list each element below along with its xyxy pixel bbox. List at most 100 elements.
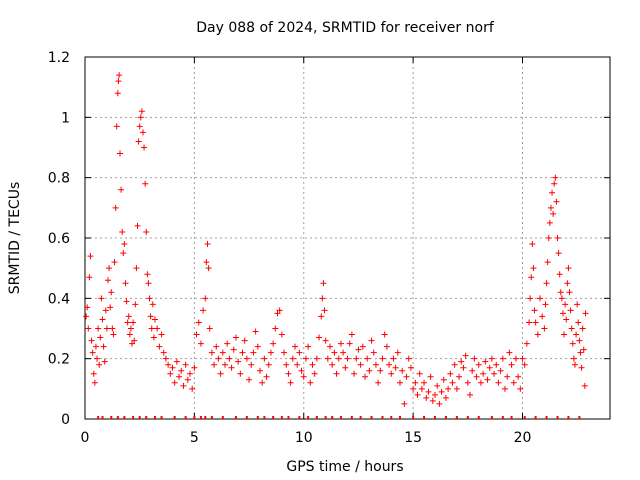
data-point — [390, 355, 397, 362]
data-point — [87, 253, 94, 260]
data-point — [566, 289, 573, 296]
data-point — [553, 198, 560, 205]
data-point — [252, 328, 259, 335]
data-point — [359, 343, 366, 350]
data-point — [270, 340, 277, 347]
data-point — [449, 379, 456, 386]
data-point — [122, 280, 129, 287]
y-tick-label: 1.2 — [48, 50, 70, 66]
data-point — [99, 316, 106, 323]
data-point — [88, 337, 95, 344]
data-point — [486, 364, 493, 371]
data-point — [287, 379, 294, 386]
data-point — [546, 219, 553, 226]
data-point — [372, 361, 379, 368]
y-tick-label: 0.2 — [48, 352, 70, 368]
data-point — [579, 325, 586, 332]
data-point — [528, 274, 535, 281]
data-point — [482, 358, 489, 365]
data-point — [107, 304, 114, 311]
data-point — [557, 289, 564, 296]
data-point — [138, 108, 145, 115]
data-point — [562, 301, 569, 308]
data-point — [416, 370, 423, 377]
data-point — [92, 343, 99, 350]
data-point — [90, 370, 97, 377]
data-point — [126, 331, 133, 338]
data-point — [556, 271, 563, 278]
data-point — [438, 388, 445, 395]
data-point — [84, 304, 91, 311]
data-point — [95, 325, 102, 332]
data-point — [125, 313, 132, 320]
data-point — [113, 123, 120, 130]
data-point — [248, 361, 255, 368]
data-point — [551, 180, 558, 187]
data-point — [451, 361, 458, 368]
data-point — [542, 301, 549, 308]
y-tick-label: 0.8 — [48, 171, 70, 187]
data-point — [318, 313, 325, 320]
data-point — [319, 295, 326, 302]
data-point — [173, 358, 180, 365]
data-point — [148, 325, 155, 332]
data-point — [362, 373, 368, 380]
data-point — [366, 367, 373, 374]
data-point — [467, 391, 473, 398]
data-point — [309, 361, 316, 368]
data-point — [98, 295, 105, 302]
data-point — [115, 78, 122, 85]
data-point — [307, 379, 314, 386]
data-point — [473, 373, 480, 380]
data-point — [204, 241, 211, 248]
data-point — [250, 349, 257, 356]
data-point — [581, 382, 588, 389]
data-point — [567, 307, 574, 314]
data-point — [502, 385, 508, 392]
data-point — [324, 355, 331, 362]
data-point — [134, 222, 141, 229]
data-point — [263, 373, 270, 380]
data-point — [504, 373, 511, 380]
data-point — [235, 358, 242, 365]
data-point — [333, 370, 340, 377]
data-point — [531, 307, 538, 314]
data-point — [274, 310, 281, 317]
y-tick-label: 0 — [61, 412, 70, 428]
data-point — [412, 379, 419, 386]
data-point — [580, 346, 587, 353]
data-point — [377, 367, 384, 374]
data-point — [97, 334, 104, 341]
data-point — [147, 313, 154, 320]
data-point — [397, 379, 403, 386]
data-point — [541, 325, 548, 332]
data-point — [510, 379, 517, 386]
data-point — [335, 355, 342, 362]
data-point — [197, 340, 204, 347]
data-point — [386, 361, 393, 368]
data-point — [106, 265, 113, 272]
data-point — [123, 298, 130, 305]
data-point — [114, 90, 121, 97]
data-point — [158, 331, 165, 338]
data-point — [506, 349, 513, 356]
data-point — [549, 189, 556, 196]
data-point — [517, 385, 524, 392]
data-point — [480, 370, 487, 377]
data-point — [137, 114, 144, 121]
data-point — [321, 307, 328, 314]
data-point — [162, 355, 169, 362]
data-point — [241, 337, 248, 344]
data-point — [527, 295, 534, 302]
data-point — [265, 361, 272, 368]
data-point — [91, 379, 98, 386]
data-point — [96, 361, 103, 368]
y-axis-label: SRMTID / TECUs — [7, 182, 23, 295]
data-point — [224, 340, 231, 347]
data-point — [203, 259, 210, 266]
data-point — [108, 289, 115, 296]
data-point — [195, 319, 202, 326]
data-point — [519, 355, 526, 362]
data-point — [410, 385, 417, 392]
